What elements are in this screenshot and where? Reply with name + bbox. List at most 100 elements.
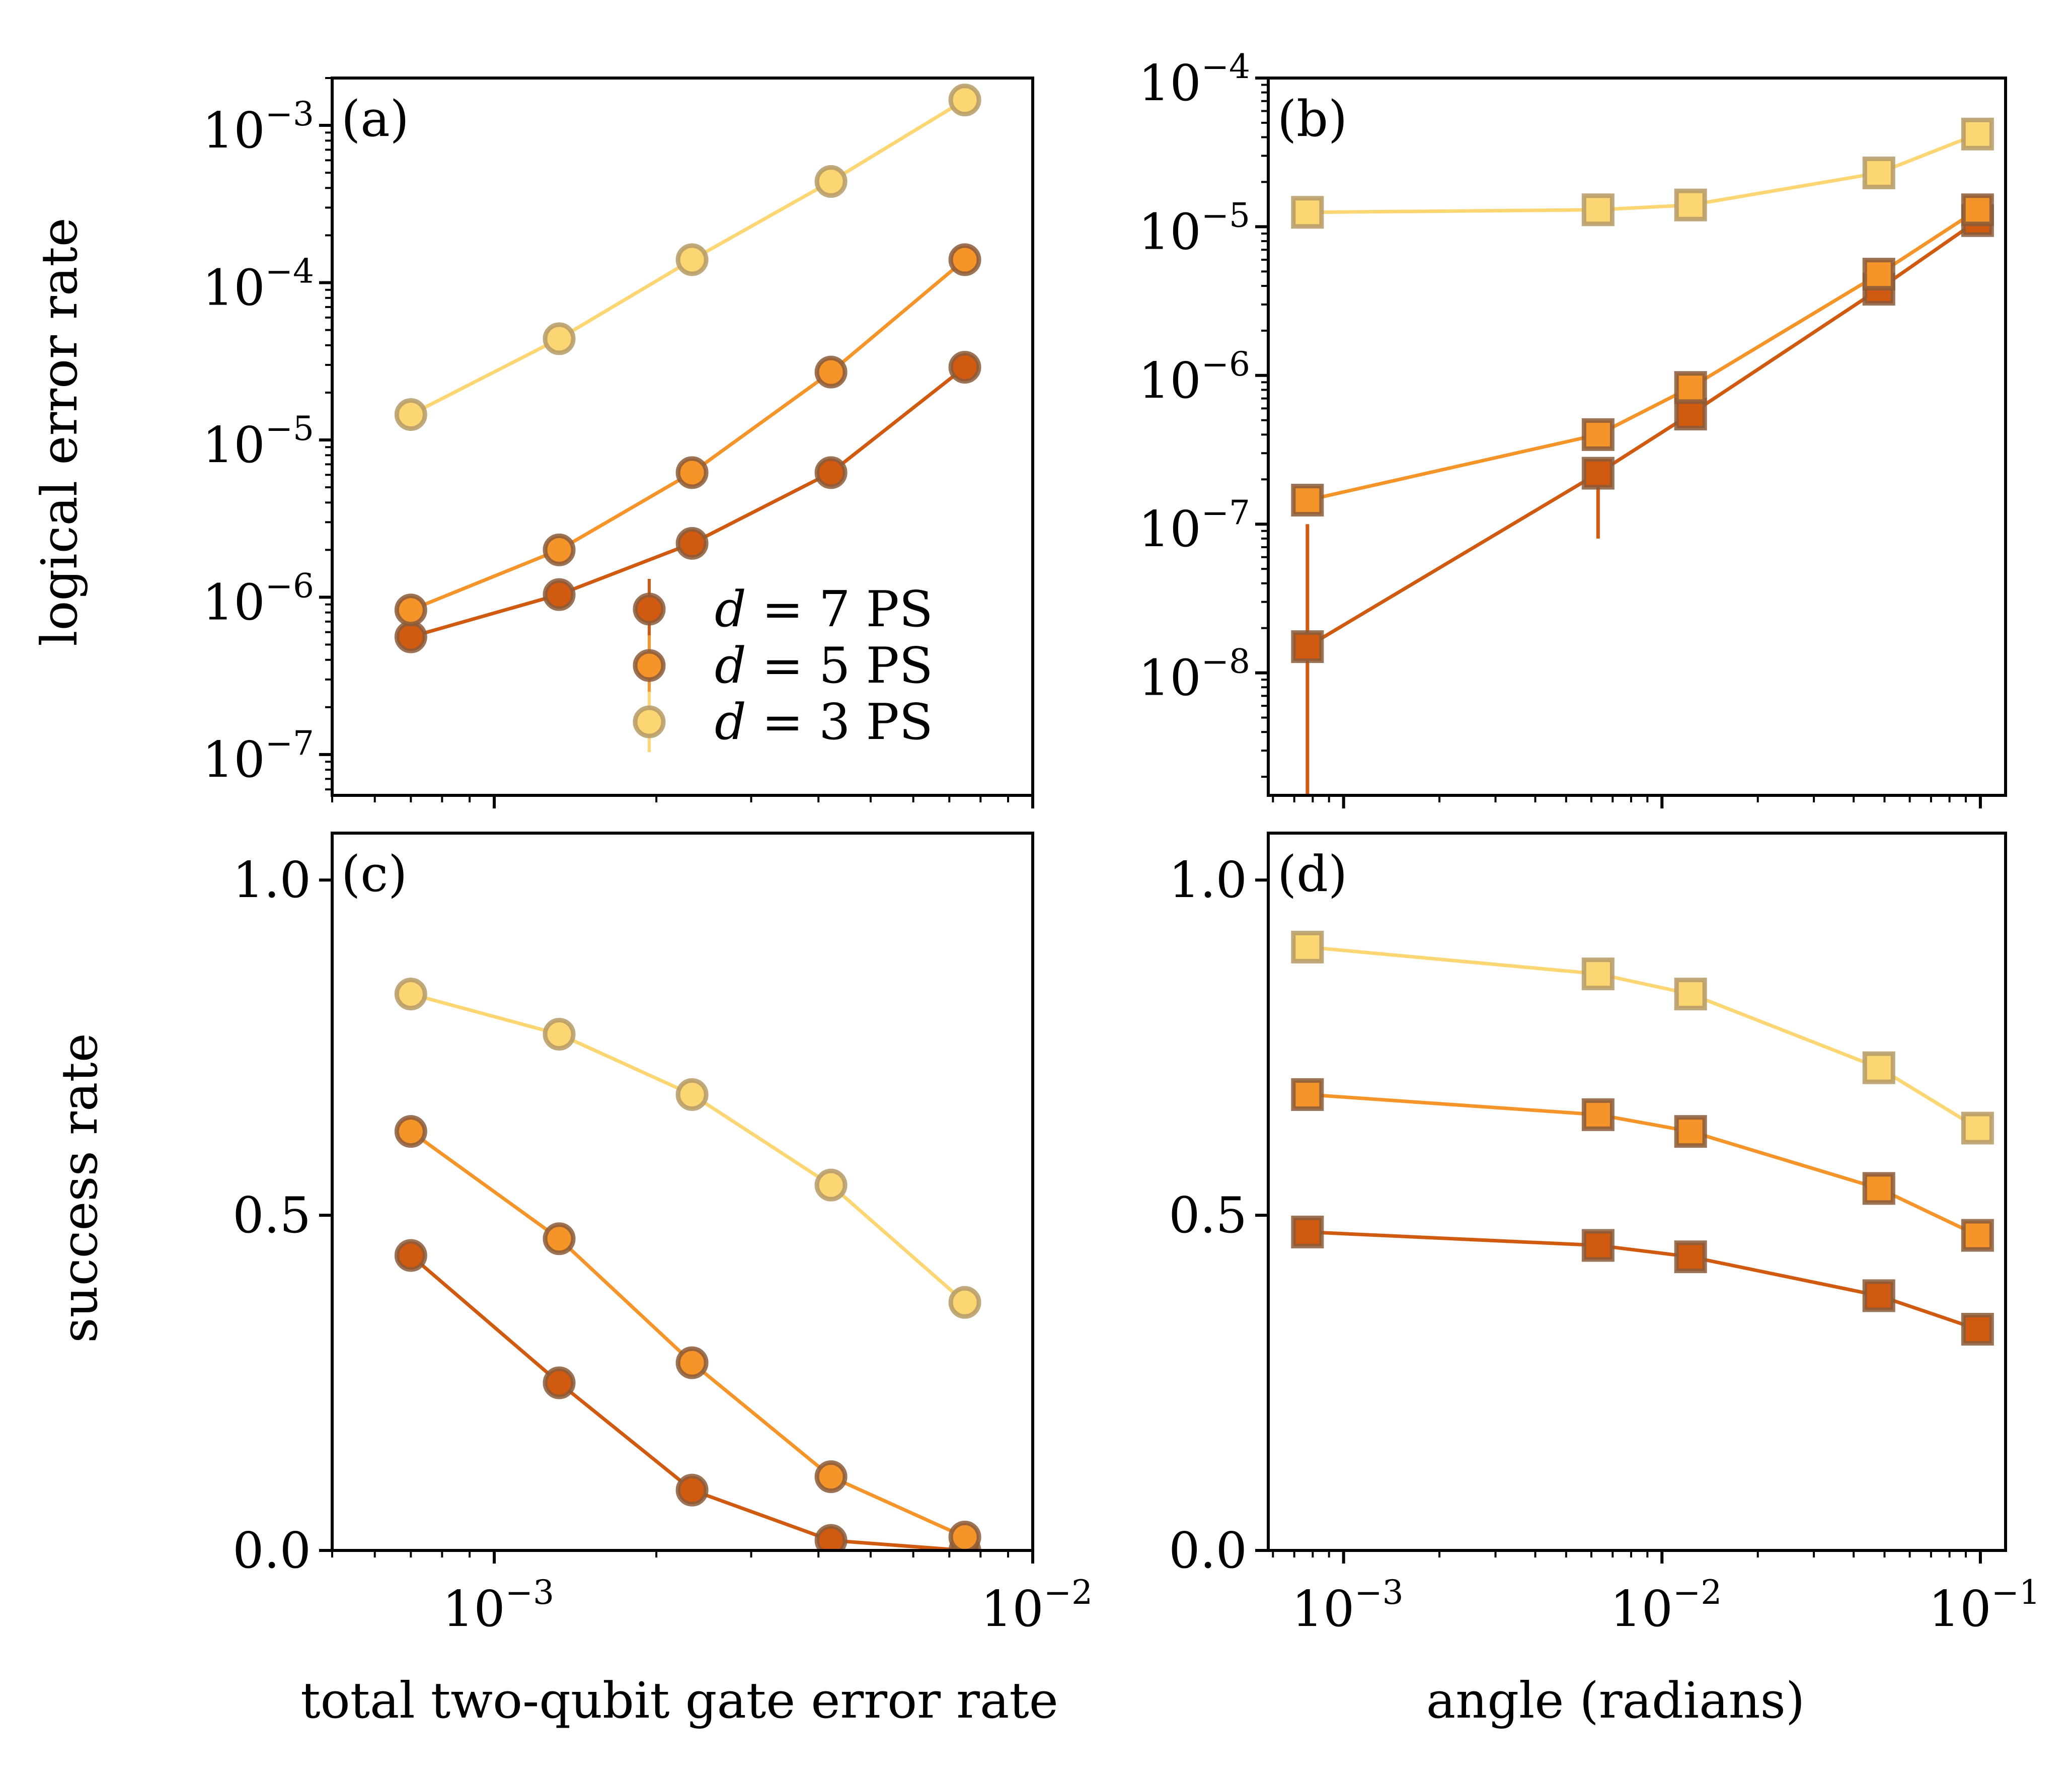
data-point [1581,1098,1615,1131]
y-tick-label: 10−5 [1138,196,1250,261]
data-point [814,1168,848,1202]
panel-1-plot [1291,117,1994,795]
data-point [1581,418,1615,451]
legend-label: d = 7 PS [715,581,933,638]
panel-label: (d) [1277,846,1347,903]
data-point [1291,484,1324,517]
data-point [814,456,848,489]
legend-marker [633,649,666,682]
y-tick-label: 10−3 [202,95,314,160]
data-point [1961,117,1994,151]
data-point [1862,258,1895,291]
y-tick-label: 10−4 [1138,47,1250,112]
ylabel-bottom: success rate [51,1033,109,1343]
x-tick-label: 10−2 [981,1573,1093,1638]
data-point [948,84,981,117]
series-line-d7 [410,1254,965,1550]
y-tick-label: 1.0 [233,852,311,909]
data-point [1674,978,1707,1011]
data-point [1674,1240,1707,1274]
legend-label: d = 3 PS [715,694,933,751]
x-tick-label: 10−1 [1929,1573,2040,1638]
panel-label: (c) [341,846,407,903]
data-point [1961,1219,1994,1252]
data-point [675,243,709,276]
ylabel-top: logical error rate [31,217,89,646]
x-tick-label: 10−3 [1292,1573,1404,1638]
data-point [675,1346,709,1379]
y-tick-label: 10−6 [202,566,314,631]
data-point [1961,1111,1994,1145]
data-point [1674,371,1707,404]
data-point [543,1222,576,1255]
data-point [675,1078,709,1111]
y-tick-label: 0.0 [233,1522,311,1580]
data-point [394,1239,427,1272]
legend-marker [633,592,666,626]
y-tick-label: 0.5 [233,1187,311,1244]
data-point [675,1473,709,1507]
x-tick-label: 10−3 [442,1573,554,1638]
data-point [543,578,576,611]
data-point [1581,457,1615,490]
axes-frame [331,77,1034,797]
y-tick-label: 10−8 [1138,642,1250,707]
series-line-d5 [1307,1092,1978,1237]
data-point [1862,1051,1895,1084]
y-tick-label: 10−7 [1138,493,1250,558]
data-point [948,1520,981,1550]
panel-3-plot [1291,930,1994,1346]
data-point [948,350,981,384]
frames-layer [331,77,2007,1552]
data-point [1291,630,1324,663]
y-tick-label: 10−4 [202,252,314,317]
data-point [675,527,709,560]
text-layer: total two-qubit gate error rate angle (r… [31,217,1805,1730]
xlabel-left: total two-qubit gate error rate [300,1672,1058,1730]
y-tick-label: 10−6 [1138,345,1250,410]
panel-0-plot [394,84,981,653]
series-line-d5 [1307,208,1979,502]
data-point [814,165,848,198]
data-point [543,533,576,566]
panel-label: (a) [341,91,409,148]
data-point [814,1460,848,1494]
legend: d = 7 PSd = 5 PSd = 3 PS [633,579,933,752]
x-tick-label: 10−2 [1610,1573,1722,1638]
data-point [1862,1172,1895,1205]
xlabel-right: angle (radians) [1426,1672,1805,1730]
legend-label: d = 5 PS [715,637,933,695]
y-tick-label: 10−5 [202,409,314,474]
legend-layer: d = 7 PSd = 5 PSd = 3 PS [633,579,933,752]
data-point [1862,157,1895,190]
legend-marker [633,705,666,738]
data-point [814,1524,848,1550]
data-point [394,1115,427,1148]
data-point [543,1018,576,1051]
data-point [675,456,709,489]
data-point [814,355,848,389]
data-point [394,620,427,653]
data-point [1291,1078,1324,1111]
data-point [1581,957,1615,991]
axes-frame [331,832,1034,1552]
ticks-layer: (a) 10−7 10−6 10−5 10−4 10−3 (b) 10−8 10−7 10−6 10… [202,47,2040,1638]
data-point [1291,196,1324,229]
data-point [1674,398,1707,431]
data-point [948,243,981,276]
data-point [1291,930,1324,963]
y-tick-label: 10−7 [202,724,314,789]
series-line-d3 [410,992,966,1304]
data-point [1674,188,1707,221]
panel-label: (b) [1277,91,1347,148]
data-point [543,1366,576,1399]
data-point [394,593,427,627]
data-point [1961,193,1994,227]
data-point [1581,1229,1615,1262]
data-point [394,978,427,1011]
data-point [394,398,427,431]
data-point [1961,1313,1994,1346]
data-point [948,1286,981,1319]
data-point [543,322,576,355]
